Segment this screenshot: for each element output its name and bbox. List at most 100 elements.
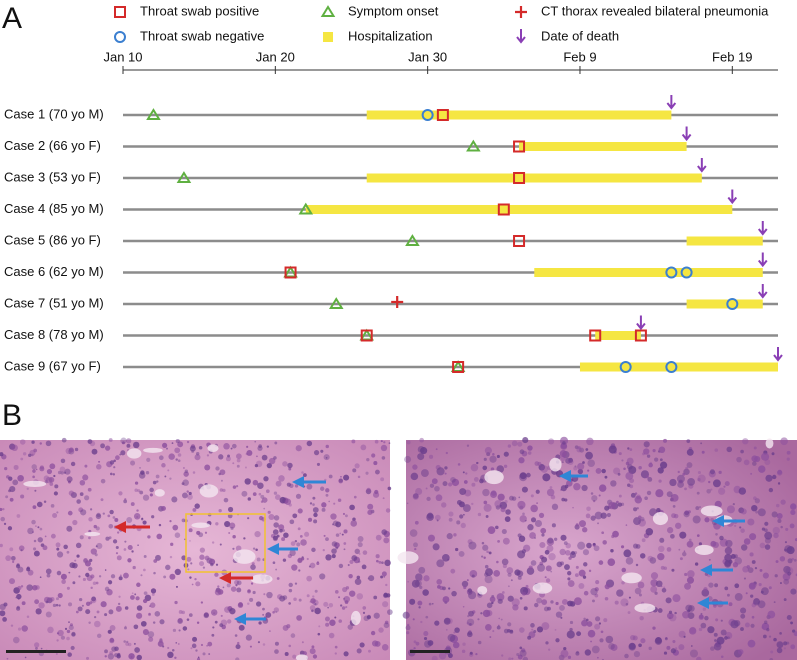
- nucleus: [545, 641, 549, 645]
- nucleus: [124, 626, 127, 630]
- nucleus: [588, 569, 592, 573]
- swab-positive: [513, 235, 526, 247]
- nucleus: [109, 651, 113, 655]
- nucleus: [39, 465, 44, 470]
- nucleus: [338, 619, 343, 623]
- nucleus: [704, 517, 710, 523]
- nucleus: [555, 638, 560, 643]
- nucleus: [187, 494, 193, 500]
- nucleus: [657, 467, 664, 474]
- nucleus: [518, 457, 525, 464]
- nucleus: [687, 510, 691, 514]
- nucleus: [736, 456, 742, 463]
- nucleus: [91, 448, 98, 455]
- nucleus: [445, 628, 448, 631]
- nucleus: [755, 510, 759, 514]
- nucleus: [236, 641, 240, 645]
- nucleus: [507, 622, 512, 627]
- nucleus: [739, 526, 742, 529]
- nucleus: [28, 453, 32, 457]
- nucleus: [425, 487, 428, 490]
- panel-label: A: [2, 2, 22, 35]
- nucleus: [462, 513, 465, 516]
- nucleus: [638, 515, 642, 520]
- nucleus: [763, 634, 767, 639]
- nucleus: [211, 633, 215, 637]
- nucleus: [287, 462, 293, 469]
- nucleus: [50, 533, 56, 539]
- nucleus: [4, 466, 8, 471]
- nucleus: [340, 604, 343, 607]
- nucleus: [427, 640, 434, 646]
- nucleus: [506, 567, 514, 574]
- nucleus: [31, 464, 37, 470]
- nucleus: [70, 645, 75, 651]
- nucleus: [107, 580, 113, 585]
- nucleus: [79, 479, 86, 486]
- nucleus: [618, 452, 622, 456]
- nucleus: [786, 450, 791, 455]
- nucleus: [534, 519, 543, 528]
- nucleus: [53, 491, 58, 496]
- nucleus: [654, 637, 663, 645]
- nucleus: [230, 586, 237, 592]
- nucleus: [351, 439, 356, 444]
- nucleus: [71, 631, 76, 636]
- nucleus: [575, 651, 580, 656]
- nucleus: [16, 605, 20, 609]
- nucleus: [39, 527, 43, 531]
- nucleus: [765, 474, 773, 482]
- nucleus: [254, 530, 261, 538]
- nucleus: [522, 512, 525, 516]
- nucleus: [420, 469, 429, 478]
- nucleus: [166, 447, 168, 450]
- nucleus: [352, 468, 357, 473]
- nucleus: [530, 494, 534, 498]
- nucleus: [268, 457, 276, 465]
- nucleus: [753, 496, 757, 501]
- ct-pneumonia: [391, 296, 404, 308]
- nucleus: [468, 630, 472, 633]
- death: [666, 95, 677, 110]
- nucleus: [85, 601, 91, 607]
- nucleus: [69, 623, 73, 627]
- nucleus: [149, 493, 153, 497]
- space: [126, 448, 142, 459]
- nucleus: [108, 609, 114, 615]
- nucleus: [126, 517, 133, 523]
- nucleus: [463, 480, 468, 484]
- nucleus: [627, 463, 633, 470]
- nucleus: [547, 438, 555, 445]
- nucleus: [6, 657, 9, 660]
- nucleus: [574, 465, 577, 468]
- nucleus: [620, 545, 625, 549]
- nucleus: [46, 573, 51, 578]
- nucleus: [309, 502, 313, 505]
- histology-images: [0, 436, 797, 660]
- nucleus: [362, 606, 367, 610]
- nucleus: [427, 512, 434, 519]
- nucleus: [647, 476, 653, 482]
- nucleus: [120, 450, 126, 456]
- swab-positive: [513, 140, 526, 153]
- nucleus: [727, 593, 730, 597]
- nucleus: [109, 509, 114, 515]
- nucleus: [134, 647, 140, 653]
- nucleus: [567, 458, 574, 465]
- symptom-onset: [176, 171, 192, 183]
- space: [233, 549, 256, 564]
- nucleus: [431, 655, 438, 660]
- nucleus: [66, 629, 71, 634]
- nucleus: [147, 535, 151, 539]
- nucleus: [508, 657, 512, 660]
- nucleus: [308, 517, 313, 522]
- nucleus: [519, 627, 525, 633]
- nucleus: [687, 570, 695, 578]
- nucleus: [26, 584, 33, 591]
- nucleus: [595, 467, 602, 474]
- nucleus: [618, 494, 622, 498]
- nucleus: [96, 464, 102, 470]
- nucleus: [645, 475, 649, 479]
- nucleus: [628, 596, 631, 599]
- nucleus: [381, 571, 387, 577]
